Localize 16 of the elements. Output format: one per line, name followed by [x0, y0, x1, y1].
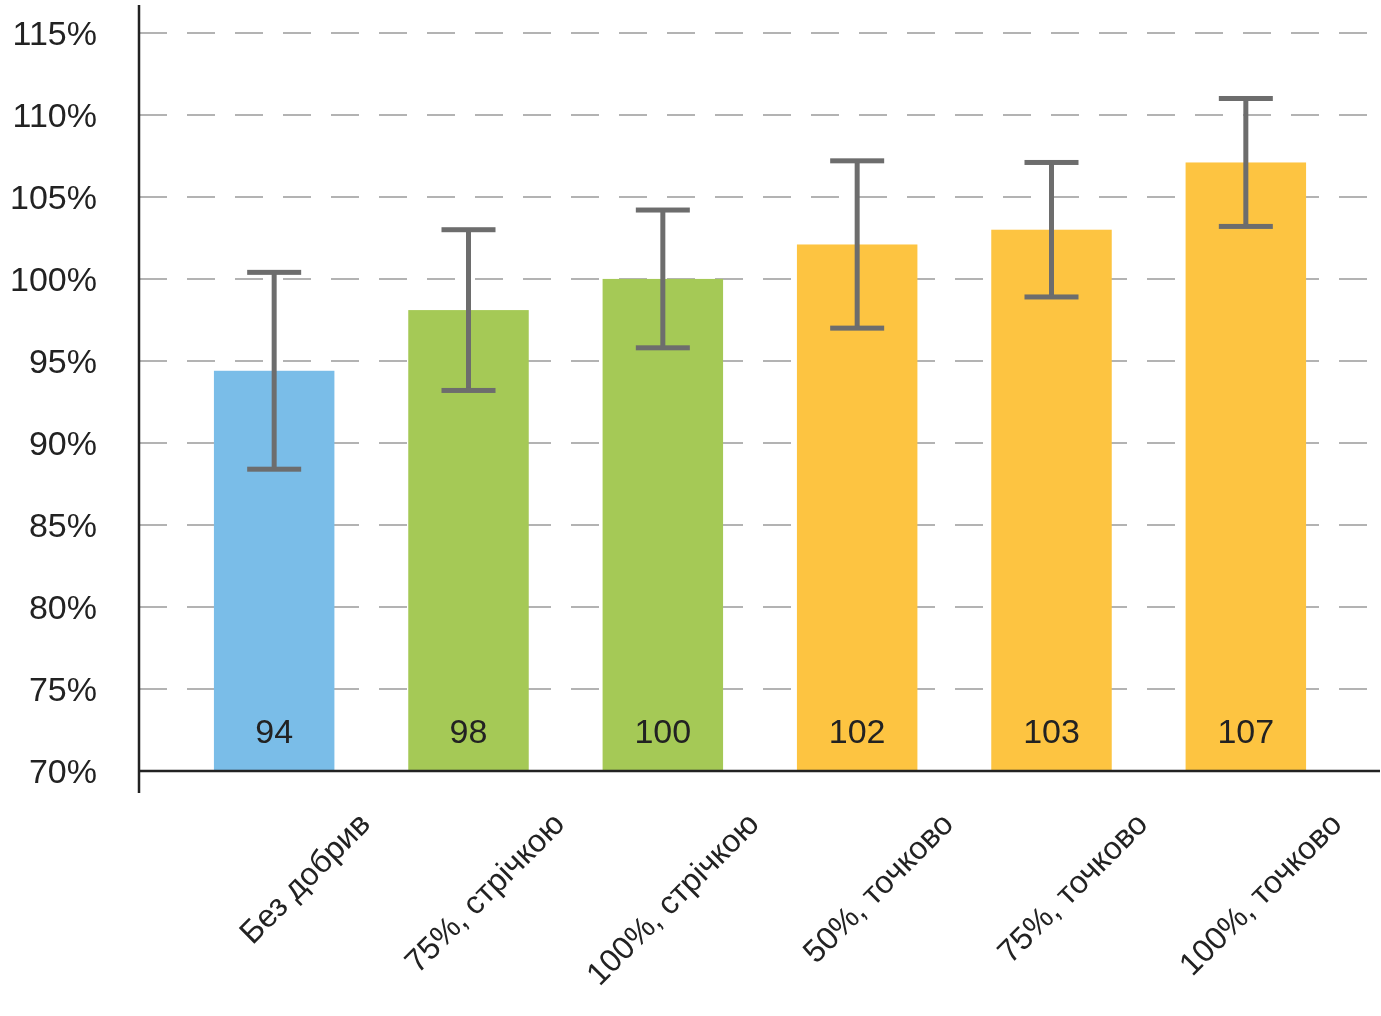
data-label: 102	[828, 712, 886, 750]
y-tick-label: 115%	[12, 13, 97, 52]
data-label: 103	[1023, 712, 1080, 750]
y-tick-label: 90%	[28, 423, 97, 462]
y-tick-label: 85%	[28, 505, 97, 544]
y-tick-label: 100%	[10, 259, 97, 298]
y-tick-label: 95%	[28, 341, 97, 380]
data-label: 98	[449, 712, 488, 750]
data-label: 100	[634, 712, 692, 750]
data-label: 94	[255, 712, 294, 750]
y-tick-label: 105%	[10, 177, 97, 216]
y-tick-label: 110%	[12, 95, 97, 134]
data-label: 107	[1217, 712, 1275, 750]
y-tick-label: 70%	[28, 751, 97, 790]
y-tick-label: 75%	[28, 669, 97, 708]
y-tick-label: 80%	[28, 587, 97, 626]
